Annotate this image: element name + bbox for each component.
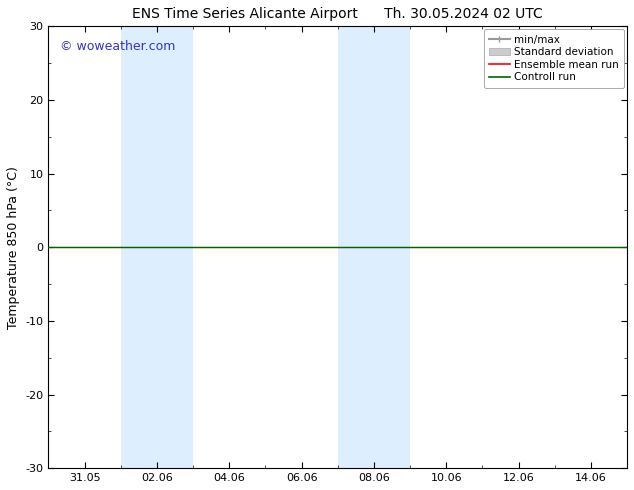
Title: ENS Time Series Alicante Airport      Th. 30.05.2024 02 UTC: ENS Time Series Alicante Airport Th. 30.… <box>133 7 543 21</box>
Legend: min/max, Standard deviation, Ensemble mean run, Controll run: min/max, Standard deviation, Ensemble me… <box>484 29 624 88</box>
Y-axis label: Temperature 850 hPa (°C): Temperature 850 hPa (°C) <box>7 166 20 329</box>
Text: © woweather.com: © woweather.com <box>60 40 176 52</box>
Bar <box>121 26 193 468</box>
Bar <box>338 26 410 468</box>
